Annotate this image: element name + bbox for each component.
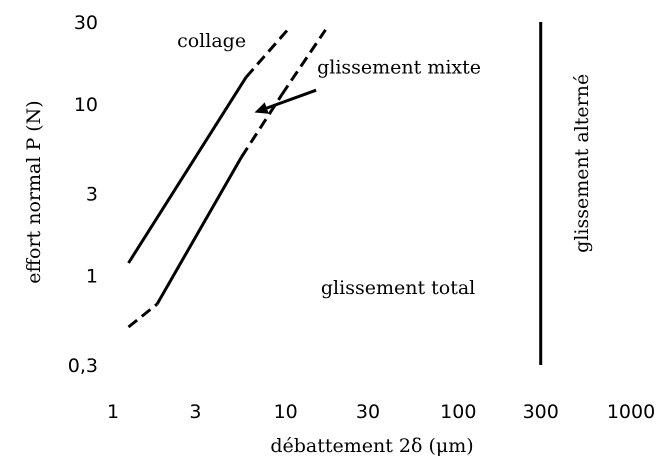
y-tick-label: 0,3 [68,355,98,377]
x-axis-label: débattement 2δ (μm) [270,435,473,457]
chart-line-6-dashed [280,28,327,96]
y-tick-label: 30 [74,12,98,34]
x-tick-label: 1000 [607,401,655,423]
x-tick-label: 1 [107,401,119,423]
y-axis-label: effort normal P (N) [23,100,45,283]
x-tick-labels: 1 3 10 30 100 300 1000 [107,401,655,423]
region-label-mixed-slip: glissement mixte [317,57,481,79]
arrow-shaft [266,88,317,110]
x-tick-label: 300 [523,401,559,423]
chart-annotations: collage glissement mixte glissement total g… [177,30,593,299]
region-label-reciprocating-slip: glissement alterné [571,74,593,253]
chart-line-1-solid [127,76,248,264]
y-tick-label: 10 [74,94,98,116]
chart-arrow [254,88,317,114]
chart-line-3-solid [155,156,243,305]
y-tick-labels: 0,3 1 3 10 30 [68,12,98,377]
chart-line-2-dashed [244,26,292,79]
x-tick-label: 30 [356,401,380,423]
y-tick-label: 1 [86,265,98,287]
region-label-collage: collage [177,30,246,52]
chart-lines [127,22,543,365]
region-label-gross-slip: glissement total [321,277,475,299]
x-tick-label: 100 [440,401,476,423]
arrow-head [254,102,269,114]
x-tick-label: 3 [189,401,201,423]
x-tick-label: 10 [274,401,298,423]
y-tick-label: 3 [86,184,98,206]
chart-line-5-dashed [127,302,159,329]
